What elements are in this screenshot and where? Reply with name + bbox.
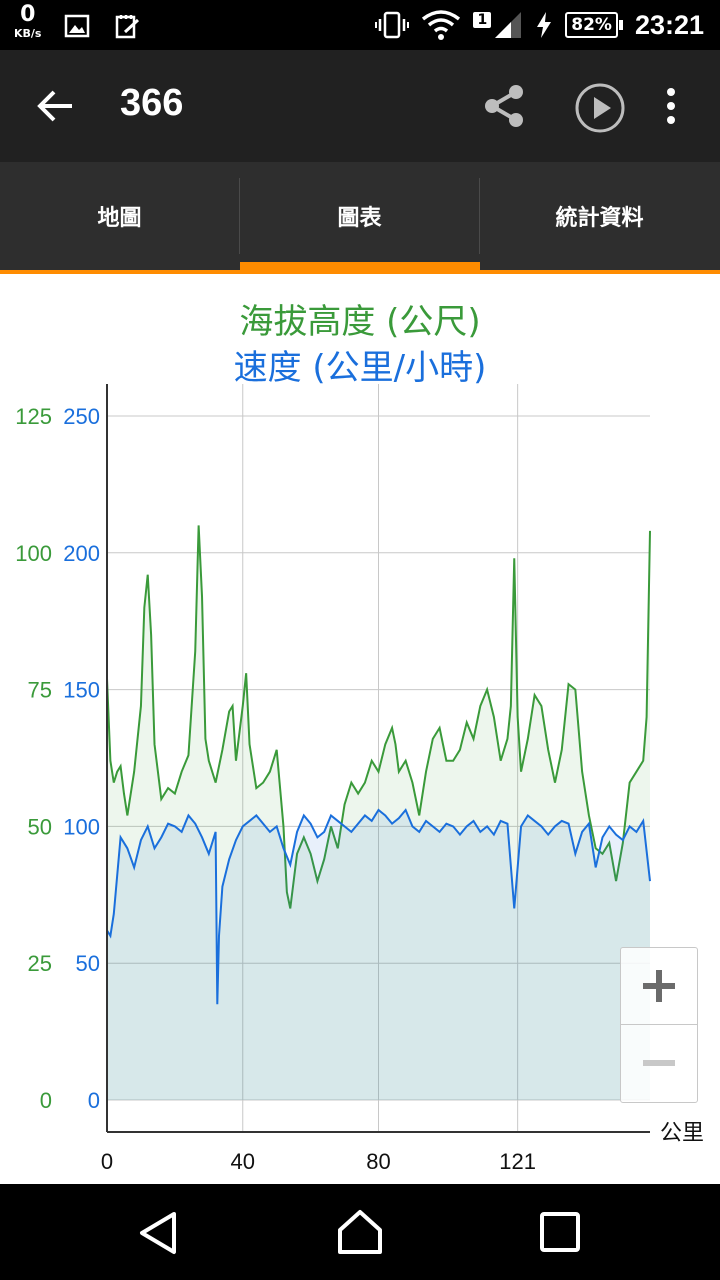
play-icon[interactable] (574, 82, 626, 134)
minus-icon (643, 1060, 675, 1066)
status-bar: 0 KB/s 1 (0, 0, 720, 50)
x-tick-label: 0 (101, 1149, 113, 1174)
battery-level: 82% (565, 12, 618, 38)
notes-icon (116, 15, 140, 39)
clock: 23:21 (634, 9, 704, 40)
system-nav-bar (0, 1184, 720, 1280)
nav-back-icon[interactable] (136, 1210, 182, 1256)
chart-panel[interactable]: 海拔高度 (公尺) 速度 (公里/小時) 0 0 25 50 50 100 75 150 100… (0, 274, 720, 1184)
tab-statistics[interactable]: 統計資料 (555, 206, 644, 231)
elevation-series-line (106, 525, 651, 909)
elevation-tick-label: 50 (28, 814, 52, 839)
nav-recents-icon[interactable] (538, 1210, 582, 1254)
elevation-tick-label: 25 (28, 951, 52, 976)
app-bar: 366 (0, 50, 720, 162)
plus-icon (643, 970, 675, 1002)
speed-chart-title: 速度 (公里/小時) (233, 348, 487, 388)
speed-tick-label: 50 (76, 951, 100, 976)
charging-icon (537, 12, 552, 38)
zoom-out-button[interactable] (621, 1025, 697, 1101)
speed-tick-label: 100 (63, 814, 100, 839)
battery-indicator: 82% (565, 12, 623, 38)
speed-series-line (106, 808, 651, 1005)
sim-slot-badge: 1 (473, 12, 492, 28)
vibrate-icon (375, 11, 410, 39)
zoom-in-button[interactable] (621, 948, 697, 1024)
cell-signal-icon (495, 12, 522, 38)
more-vert-icon[interactable] (656, 86, 686, 126)
wifi-icon (422, 10, 461, 40)
elevation-tick-label: 100 (15, 541, 52, 566)
elevation-tick-label: 125 (15, 404, 52, 429)
share-icon[interactable] (480, 82, 528, 130)
elevation-tick-label: 0 (40, 1088, 52, 1113)
speed-tick-label: 150 (63, 678, 100, 703)
x-axis-unit-label: 公里 (660, 1121, 704, 1146)
back-arrow-icon[interactable] (34, 84, 78, 128)
x-tick-label: 121 (499, 1149, 536, 1174)
tab-bar: 地圖 圖表 統計資料 (0, 162, 720, 274)
elevation-area-fill (107, 525, 650, 1100)
network-speed-value: 0 (20, 2, 36, 27)
page-title: 366 (120, 82, 184, 124)
gallery-icon (65, 14, 90, 38)
x-tick-label: 40 (231, 1149, 255, 1174)
speed-tick-label: 200 (63, 541, 100, 566)
nav-home-icon[interactable] (336, 1208, 384, 1256)
network-speed-unit: KB/s (14, 27, 42, 40)
speed-area-fill (107, 809, 650, 1100)
tab-bar-underline (0, 270, 720, 274)
tab-chart[interactable]: 圖表 (337, 206, 382, 231)
elevation-chart-title: 海拔高度 (公尺) (239, 302, 481, 342)
x-tick-label: 80 (366, 1149, 390, 1174)
speed-tick-label: 0 (88, 1088, 100, 1113)
speed-tick-label: 250 (63, 404, 100, 429)
elevation-tick-label: 75 (28, 678, 52, 703)
zoom-controls (620, 947, 698, 1103)
tab-map[interactable]: 地圖 (97, 206, 142, 231)
elevation-speed-chart[interactable]: 0 0 25 50 50 100 75 150 100 200 125 250 0 40 80 121 公里 (0, 274, 720, 1184)
network-speed-indicator: 0 KB/s (14, 2, 42, 40)
